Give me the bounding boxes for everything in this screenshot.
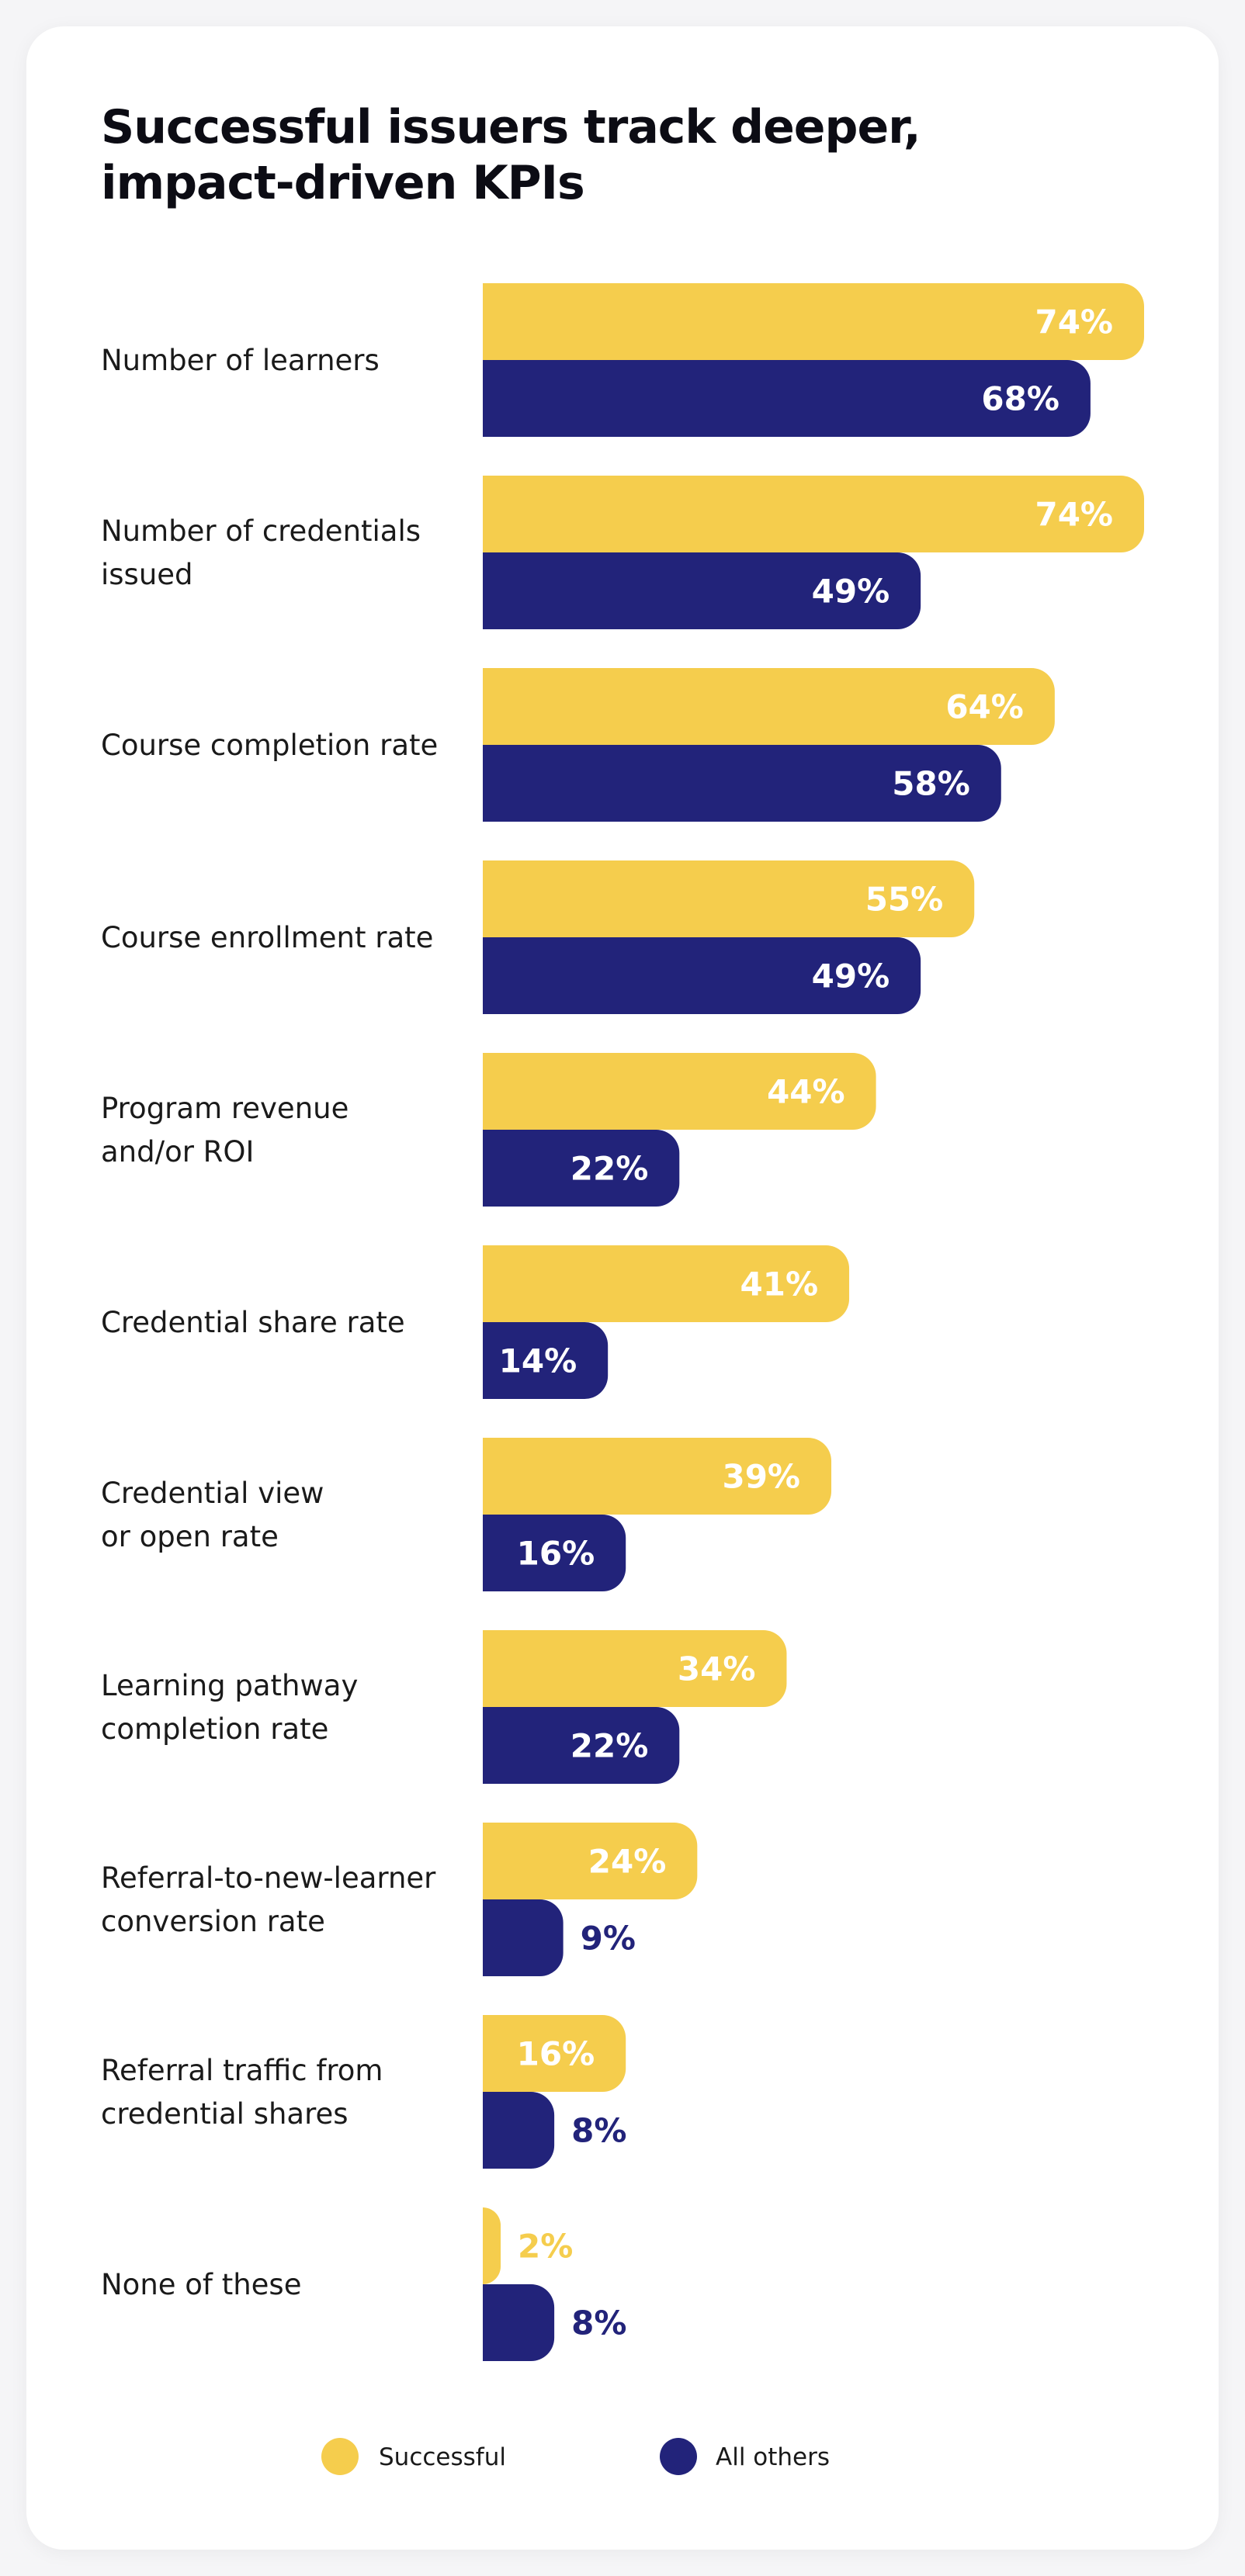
legend-swatch-successful [321,2438,359,2475]
category-label: Course completion rate [101,729,438,762]
category-label-line: completion rate [101,1712,328,1746]
bar-all-others [483,1707,680,1784]
bar-value-labels: 74% 68% 74% 49% 64% 58% 55% 49% 44% 22% 41% 14% 39% 1… [499,303,1113,2342]
value-label-successful: 34% [678,1650,756,1688]
category-labels: Number of learners Number of credentials i… [101,344,438,2301]
bar-all-others [483,745,1001,822]
value-label-successful: 16% [517,2035,595,2073]
category-label-line: Credential view [101,1477,324,1510]
legend-swatch-all-others [660,2438,697,2475]
category-label-line: Referral-to-new-learner [101,1861,436,1895]
category-label-line: Course completion rate [101,729,438,762]
category-label: Course enrollment rate [101,921,433,954]
value-label-all-others: 68% [981,380,1059,418]
category-label: Program revenue and/or ROI [101,1092,349,1169]
bar-successful [483,860,975,937]
category-label-line: and/or ROI [101,1135,254,1169]
bar-successful [483,1438,832,1515]
value-label-all-others: 22% [570,1727,649,1765]
legend-label-all-others: All others [716,2443,830,2471]
category-label-line: Referral traffic from [101,2054,383,2087]
category-label-line: Number of learners [101,344,380,377]
value-label-all-others: 49% [812,957,890,995]
category-label-line: Program revenue [101,1092,349,1125]
value-label-all-others: 14% [499,1342,577,1380]
category-label: Credential share rate [101,1306,405,1339]
value-label-successful: 74% [1035,496,1113,534]
category-label-line: Learning pathway [101,1669,358,1702]
bar-successful [483,1823,698,1899]
category-label: Number of credentials issued [101,514,421,591]
bar-all-others [483,2092,555,2169]
value-label-successful: 74% [1035,303,1113,341]
value-label-successful: 2% [518,2228,573,2266]
category-label: Learning pathway completion rate [101,1669,358,1746]
bar-successful [483,2207,501,2284]
bar-all-others [483,552,921,629]
legend-label-successful: Successful [379,2443,506,2471]
value-label-successful: 39% [722,1458,800,1496]
value-label-successful: 44% [767,1073,845,1111]
category-label-line: credential shares [101,2097,349,2131]
category-label-line: or open rate [101,1520,279,1553]
category-label-line: None of these [101,2268,301,2301]
category-label: Number of learners [101,344,380,377]
category-label: Referral traffic from credential shares [101,2054,383,2131]
bar-successful [483,1630,787,1707]
category-label-line: issued [101,558,193,591]
legend: Successful All others [321,2438,830,2475]
category-label-line: Course enrollment rate [101,921,433,954]
category-label: Referral-to-new-learner conversion rate [101,1861,436,1938]
bar-successful [483,476,1144,552]
chart-title: Successful issuers track deeper, impact-… [101,100,921,210]
value-label-successful: 41% [740,1265,819,1304]
value-label-successful: 64% [945,688,1024,726]
value-label-all-others: 22% [570,1150,649,1188]
bar-all-others [483,360,1091,437]
value-label-all-others: 8% [571,2112,626,2150]
bar-successful [483,283,1144,360]
bar-successful [483,1053,876,1130]
category-label: None of these [101,2268,301,2301]
category-label: Credential view or open rate [101,1477,324,1553]
bar-all-others [483,1322,609,1399]
bar-successful [483,2015,626,2092]
bar-all-others [483,1515,626,1591]
category-label-line: Credential share rate [101,1306,405,1339]
bar-successful [483,668,1055,745]
value-label-all-others: 9% [581,1920,636,1958]
value-label-successful: 55% [865,881,944,919]
bar-all-others [483,2284,555,2361]
bars [483,283,1144,2361]
bar-all-others [483,1130,680,1207]
bar-all-others [483,937,921,1014]
category-label-line: conversion rate [101,1905,325,1938]
bar-successful [483,1245,850,1322]
bar-all-others [483,1899,564,1976]
value-label-all-others: 58% [892,765,970,803]
value-label-all-others: 8% [571,2304,626,2342]
category-label-line: Number of credentials [101,514,421,548]
value-label-all-others: 49% [812,573,890,611]
value-label-successful: 24% [588,1843,667,1881]
value-label-all-others: 16% [517,1535,595,1573]
